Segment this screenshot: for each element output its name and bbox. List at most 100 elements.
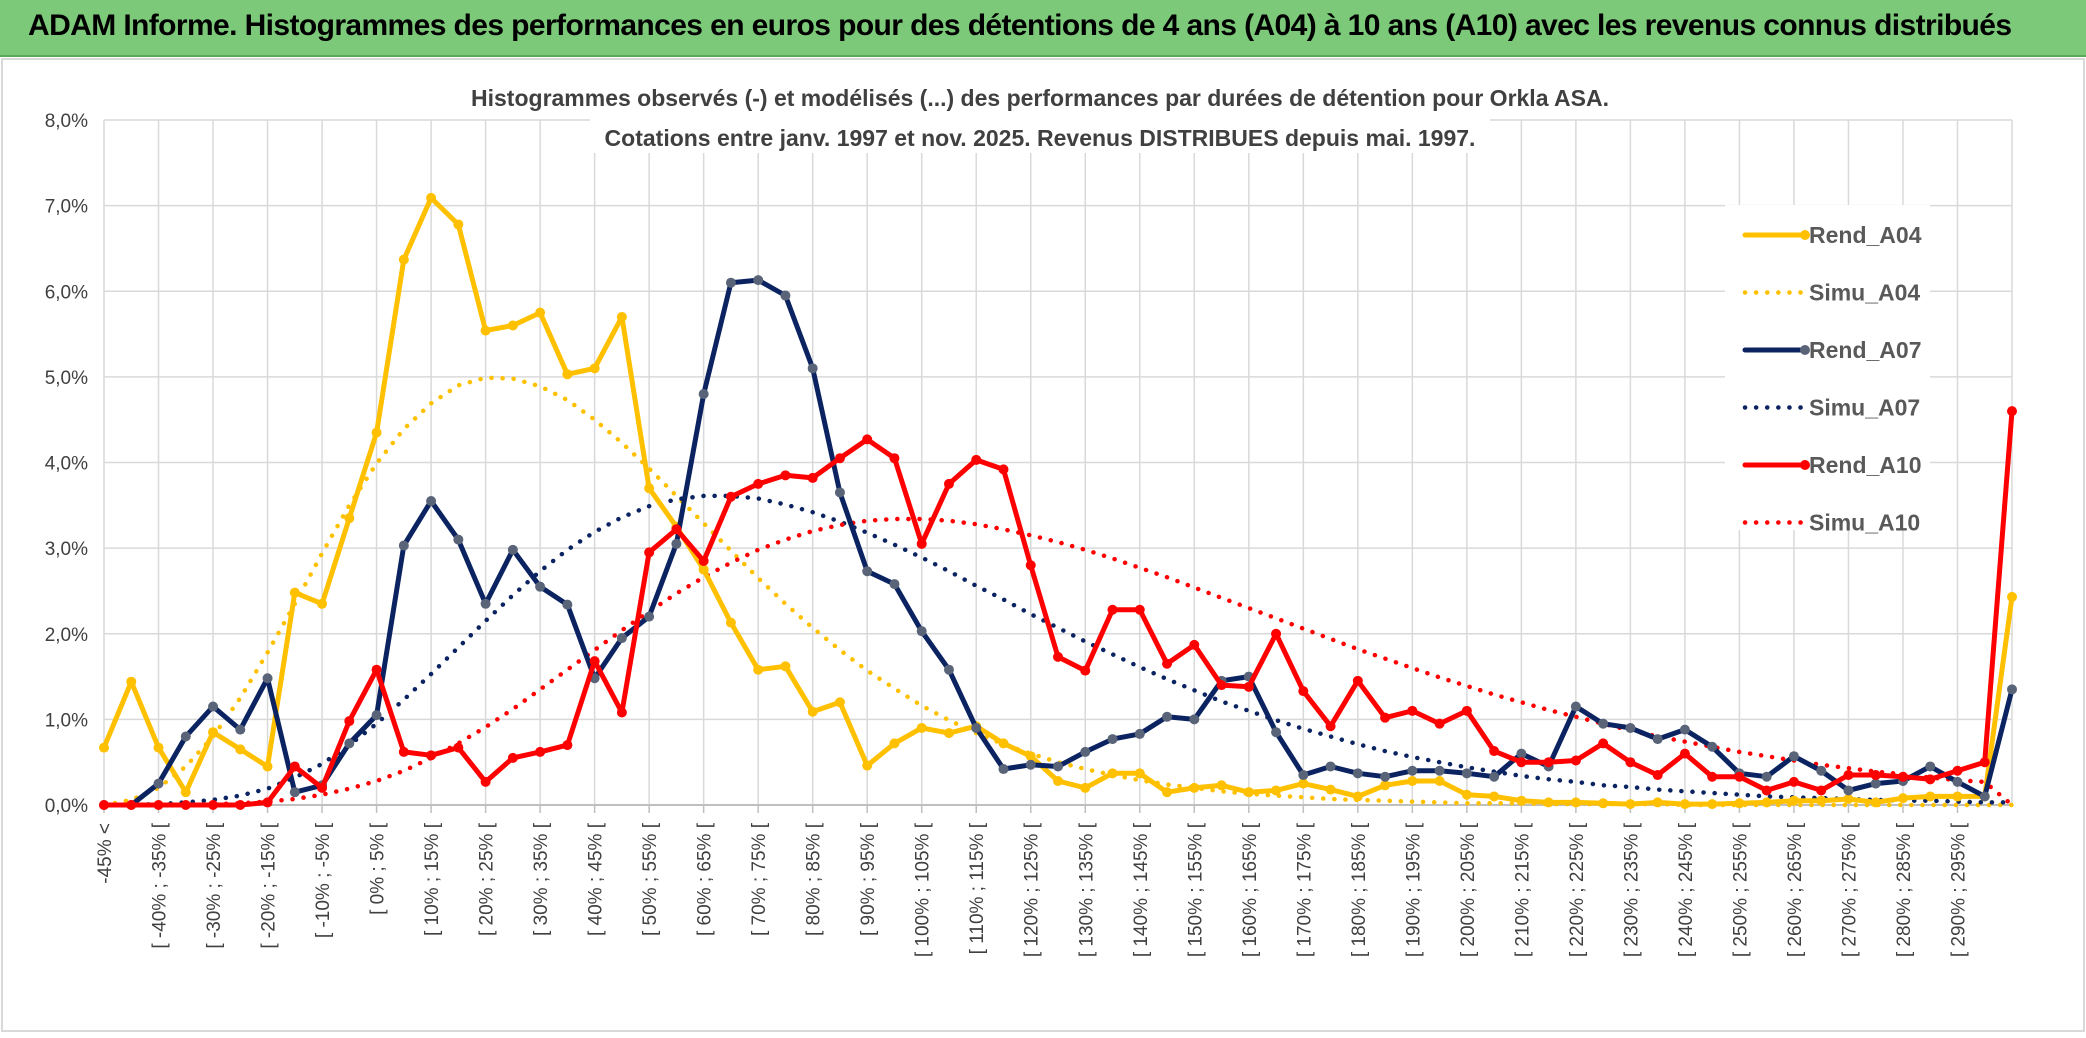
data-point-rend-a10 bbox=[1952, 765, 1963, 776]
data-point-rend-a10 bbox=[834, 453, 845, 464]
x-tick-label: [ 280% ; 285% [ bbox=[1894, 822, 1915, 957]
data-point-rend-a04 bbox=[1461, 789, 1472, 800]
data-point-rend-a10 bbox=[1761, 785, 1772, 796]
data-point-rend-a04 bbox=[725, 617, 736, 628]
data-point-rend-a10 bbox=[698, 555, 709, 566]
subtitle-backdrop bbox=[590, 119, 1490, 153]
data-point-rend-a07 bbox=[1162, 711, 1173, 722]
data-point-rend-a04 bbox=[507, 320, 518, 331]
data-point-rend-a10 bbox=[289, 761, 300, 772]
data-point-rend-a07 bbox=[1025, 759, 1036, 770]
x-tick-label: [ 20% ; 25% [ bbox=[477, 822, 498, 936]
data-point-rend-a04 bbox=[453, 219, 464, 230]
x-tick-label: [ 120% ; 125% [ bbox=[1022, 822, 1043, 957]
data-point-rend-a07 bbox=[289, 787, 300, 798]
chart-title: Histogrammes observés (-) et modélisés (… bbox=[471, 85, 1609, 111]
histogram-chart: 0,0% 1,0% 2,0% 3,0% 4,0% 5,0% 6,0% 7,0% 8,0% -45… bbox=[1, 58, 2085, 1032]
banner-title: ADAM Informe. Histogrammes des performan… bbox=[28, 9, 2012, 42]
y-tick-label: 8,0% bbox=[45, 111, 88, 132]
data-point-rend-a04 bbox=[1788, 795, 1799, 806]
data-point-rend-a04 bbox=[943, 728, 954, 739]
x-tick-label: [ 70% ; 75% [ bbox=[749, 822, 770, 936]
legend-marker-rend-a10 bbox=[1800, 460, 1810, 470]
data-point-rend-a07 bbox=[1189, 714, 1200, 725]
data-point-rend-a10 bbox=[1461, 705, 1472, 716]
data-point-rend-a07 bbox=[1788, 751, 1799, 762]
x-tick-label: [ 60% ; 65% [ bbox=[695, 822, 716, 936]
data-point-rend-a10 bbox=[1543, 757, 1554, 768]
data-point-rend-a10 bbox=[1298, 686, 1309, 697]
data-point-rend-a04 bbox=[480, 325, 491, 336]
data-point-rend-a07 bbox=[1925, 761, 1936, 772]
x-tick-label: [ 40% ; 45% [ bbox=[586, 822, 607, 936]
x-tick-label: [ 30% ; 35% [ bbox=[531, 822, 552, 936]
data-point-rend-a04 bbox=[616, 311, 627, 322]
data-point-rend-a07 bbox=[1598, 718, 1609, 729]
data-point-rend-a10 bbox=[1352, 675, 1363, 686]
x-tick-label: [ 90% ; 95% [ bbox=[858, 822, 879, 936]
data-point-rend-a10 bbox=[507, 752, 518, 763]
data-point-rend-a10 bbox=[862, 434, 873, 445]
data-point-rend-a10 bbox=[1516, 757, 1527, 768]
data-point-rend-a04 bbox=[1380, 780, 1391, 791]
data-point-rend-a04 bbox=[1407, 776, 1418, 787]
data-point-rend-a10 bbox=[398, 746, 409, 757]
data-point-rend-a04 bbox=[2007, 591, 2017, 602]
legend-marker-rend-a04 bbox=[1800, 230, 1810, 240]
x-tick-label: [ 80% ; 85% [ bbox=[804, 822, 825, 936]
data-point-rend-a10 bbox=[1897, 771, 1908, 782]
data-point-rend-a04 bbox=[1761, 797, 1772, 808]
data-point-rend-a07 bbox=[998, 764, 1009, 775]
data-point-rend-a04 bbox=[862, 760, 873, 771]
data-point-rend-a10 bbox=[753, 478, 764, 489]
data-point-rend-a07 bbox=[1080, 746, 1091, 757]
data-point-rend-a07 bbox=[344, 738, 355, 749]
x-tick-label: [ 210% ; 215% [ bbox=[1512, 822, 1533, 957]
y-tick-label: 2,0% bbox=[45, 625, 88, 646]
data-point-rend-a04 bbox=[780, 661, 791, 672]
data-point-rend-a07 bbox=[834, 487, 845, 498]
x-tick-label: [ 140% ; 145% [ bbox=[1131, 822, 1152, 957]
data-point-rend-a10 bbox=[616, 707, 627, 718]
data-point-rend-a04 bbox=[235, 744, 246, 755]
data-point-rend-a04 bbox=[1816, 795, 1827, 806]
data-point-rend-a04 bbox=[1598, 798, 1609, 809]
data-point-rend-a07 bbox=[1053, 761, 1063, 772]
data-point-rend-a07 bbox=[1380, 771, 1391, 782]
data-point-rend-a04 bbox=[889, 738, 900, 749]
data-point-rend-a04 bbox=[1298, 778, 1309, 789]
data-point-rend-a10 bbox=[1325, 721, 1336, 732]
data-point-rend-a04 bbox=[208, 727, 219, 738]
data-point-rend-a10 bbox=[1107, 604, 1118, 615]
data-point-rend-a04 bbox=[1870, 797, 1881, 808]
data-point-rend-a10 bbox=[1134, 604, 1145, 615]
legend-label-rend-a04: Rend_A04 bbox=[1809, 222, 1922, 248]
legend: Rend_A04 Simu_A04 Rend_A07 Simu_A07 Rend_A10… bbox=[1725, 205, 1930, 536]
data-point-rend-a07 bbox=[507, 544, 518, 555]
x-tick-label: [ -40% ; -35% [ bbox=[150, 822, 171, 948]
title-backdrop bbox=[455, 79, 1625, 113]
data-point-rend-a07 bbox=[371, 710, 382, 721]
data-point-rend-a10 bbox=[180, 800, 191, 810]
data-point-rend-a07 bbox=[1679, 724, 1690, 735]
data-point-rend-a07 bbox=[780, 290, 791, 301]
legend-label-simu-a04: Simu_A04 bbox=[1809, 280, 1920, 306]
data-point-rend-a04 bbox=[1080, 782, 1091, 793]
data-point-rend-a04 bbox=[1570, 797, 1581, 808]
x-tick-label: [ 0% ; 5% [ bbox=[368, 822, 389, 915]
x-tick-label: [ 190% ; 195% [ bbox=[1403, 822, 1424, 957]
legend-label-simu-a07: Simu_A07 bbox=[1809, 395, 1920, 421]
data-point-rend-a07 bbox=[1516, 748, 1527, 759]
data-point-rend-a04 bbox=[916, 722, 927, 733]
series-group bbox=[99, 192, 2017, 810]
x-tick-label: [ 100% ; 105% [ bbox=[913, 822, 934, 957]
data-point-rend-a07 bbox=[1461, 768, 1472, 779]
data-point-rend-a04 bbox=[262, 761, 273, 772]
x-tick-label: [ 10% ; 15% [ bbox=[422, 822, 443, 936]
data-point-rend-a04 bbox=[1625, 799, 1636, 810]
x-tick-label: [ -30% ; -25% [ bbox=[204, 822, 225, 948]
data-point-rend-a10 bbox=[589, 656, 600, 667]
y-tick-label: 3,0% bbox=[45, 539, 88, 560]
data-point-rend-a04 bbox=[1925, 791, 1936, 802]
data-point-rend-a10 bbox=[126, 800, 137, 810]
